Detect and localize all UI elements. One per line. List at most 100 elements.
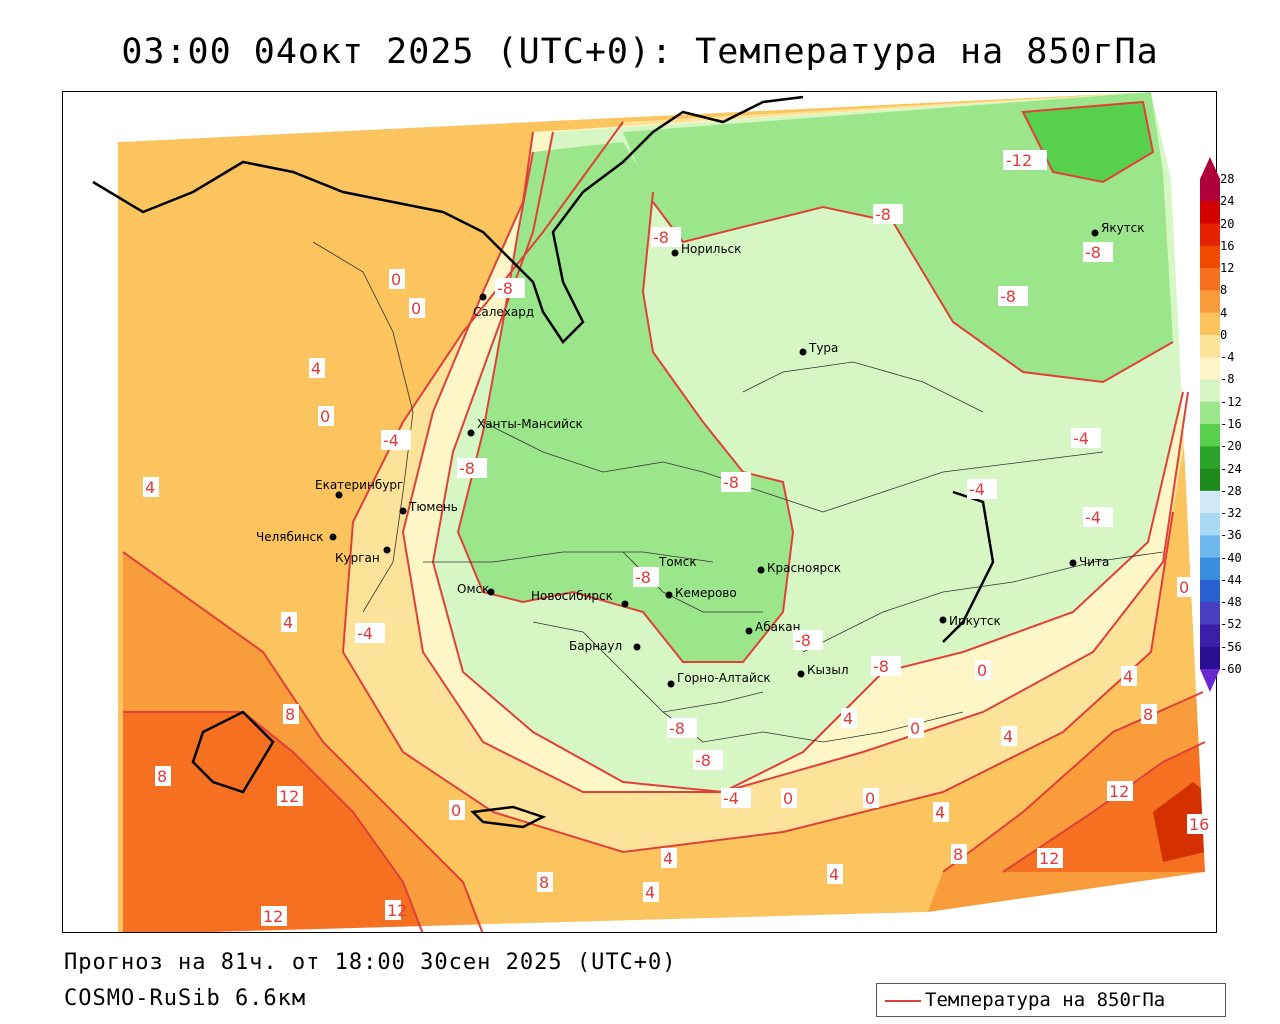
colorbar-tick-label: 0 — [1220, 327, 1228, 342]
colorbar-tick-label: -32 — [1220, 506, 1242, 521]
colorbar-swatch — [1200, 312, 1220, 336]
colorbar-swatch — [1200, 401, 1220, 425]
svg-text:4: 4 — [283, 613, 293, 632]
colorbar-tick-label: 28 — [1220, 172, 1235, 186]
zone-minus12 — [1023, 102, 1153, 182]
colorbar-swatch — [1200, 646, 1220, 670]
svg-text:8: 8 — [157, 767, 167, 786]
colorbar-tick-label: -20 — [1220, 439, 1242, 454]
city-label: Челябинск — [256, 530, 323, 544]
city-label: Кызыл — [807, 663, 849, 677]
svg-text:8: 8 — [539, 873, 549, 892]
city-label: Абакан — [755, 620, 800, 634]
city-label: Красноярск — [767, 561, 841, 575]
svg-text:0: 0 — [411, 299, 421, 318]
colorbar-tick-label: -4 — [1220, 350, 1235, 365]
svg-text:0: 0 — [910, 719, 920, 738]
svg-text:-8: -8 — [723, 473, 739, 492]
svg-text:-8: -8 — [669, 719, 685, 738]
colorbar: 28 24 20 16 12 8 4 0 -4 -8 -12 -16 -20 -24 -28 -32 -36 -4… — [1200, 157, 1270, 692]
city-label: Салехард — [473, 305, 534, 319]
colorbar-tick-label: -36 — [1220, 528, 1242, 543]
city-label: Иркутск — [949, 614, 1001, 628]
colorbar-tick-label: -28 — [1220, 483, 1242, 498]
svg-text:4: 4 — [829, 865, 839, 884]
colorbar-swatch — [1200, 557, 1220, 581]
svg-text:-8: -8 — [873, 657, 889, 676]
svg-text:4: 4 — [311, 359, 321, 378]
svg-text:8: 8 — [1143, 705, 1153, 724]
forecast-info: Прогноз на 81ч. от 18:00 30сен 2025 (UTC… — [64, 950, 677, 975]
isotherms — [122, 100, 1206, 932]
outside-domain-s — [209, 872, 1216, 932]
model-name: COSMO-RuSib 6.6км — [64, 986, 307, 1011]
colorbar-swatch — [1200, 535, 1220, 559]
colorbar-swatch — [1200, 290, 1220, 314]
colorbar-tick-label: 20 — [1220, 216, 1235, 231]
city-label: Омск — [457, 582, 489, 596]
colorbar-bottom-arrow — [1200, 669, 1220, 692]
svg-text:-8: -8 — [795, 631, 811, 650]
svg-text:0: 0 — [977, 661, 987, 680]
colorbar-tick-label: -60 — [1220, 662, 1242, 676]
colorbar-swatch — [1200, 357, 1220, 380]
svg-text:0: 0 — [1179, 578, 1189, 597]
colorbar-tick-label: 8 — [1220, 283, 1228, 298]
zone-minus8-west — [458, 142, 793, 662]
colorbar-swatch — [1200, 334, 1220, 358]
svg-text:4: 4 — [645, 883, 655, 902]
city-label: Горно-Алтайск — [677, 671, 771, 685]
colorbar-swatch — [1200, 624, 1220, 648]
colorbar-tick-label: -8 — [1220, 372, 1235, 387]
colorbar-swatch — [1200, 223, 1220, 247]
outside-domain-ne — [1151, 92, 1216, 925]
colorbar-tick-label: -48 — [1220, 595, 1242, 610]
city-label: Кемерово — [675, 586, 737, 600]
svg-text:-8: -8 — [497, 279, 513, 298]
svg-text:12: 12 — [1039, 849, 1059, 868]
colorbar-swatch — [1200, 579, 1220, 603]
svg-text:-12: -12 — [1006, 151, 1032, 170]
svg-text:-4: -4 — [383, 431, 399, 450]
legend-line-swatch — [885, 1000, 921, 1002]
svg-text:4: 4 — [145, 478, 155, 497]
svg-text:-8: -8 — [459, 459, 475, 478]
svg-text:-4: -4 — [1073, 429, 1089, 448]
colorbar-swatch — [1200, 424, 1220, 447]
colorbar-tick-label: 4 — [1220, 305, 1228, 320]
svg-text:0: 0 — [391, 270, 401, 289]
map-title: 03:00 04окт 2025 (UTC+0): Температура на… — [121, 32, 1159, 72]
city-label: Новосибирск — [531, 589, 613, 603]
city-label: Ханты-Мансийск — [477, 417, 583, 431]
svg-text:12: 12 — [1109, 782, 1129, 801]
city-label: Якутск — [1101, 221, 1145, 235]
colorbar-tick-label: -52 — [1220, 617, 1242, 632]
city-label: Курган — [335, 551, 380, 565]
isotherm-labels: -12 -8 -8 -8 -8 -8 -8 -8 -8 -8 -8 -8 -8 … — [143, 150, 1213, 926]
colorbar-top-arrow — [1200, 157, 1220, 179]
colorbar-swatch — [1200, 446, 1220, 470]
svg-text:4: 4 — [663, 849, 673, 868]
svg-text:12: 12 — [387, 901, 407, 920]
colorbar-tick-label: -16 — [1220, 417, 1242, 431]
svg-text:0: 0 — [865, 789, 875, 808]
colorbar-swatch — [1200, 602, 1220, 625]
city-label: Норильск — [681, 242, 741, 256]
zone-plus16-se — [1153, 782, 1205, 862]
city-markers: Норильск Салехард Тура Якутск Ханты-Манс… — [256, 221, 1145, 688]
city-label: Томск — [658, 555, 697, 569]
colorbar-tick-label: -24 — [1220, 461, 1242, 476]
svg-text:0: 0 — [320, 407, 330, 426]
svg-text:4: 4 — [1123, 667, 1133, 686]
legend-label: Температура на 850гПа — [925, 989, 1166, 1011]
svg-text:-4: -4 — [357, 624, 373, 643]
svg-text:4: 4 — [843, 709, 853, 728]
colorbar-tick-label: 16 — [1220, 238, 1235, 253]
svg-text:0: 0 — [451, 801, 461, 820]
colorbar-swatch — [1200, 513, 1220, 536]
colorbar-swatch — [1200, 468, 1220, 492]
svg-text:-8: -8 — [1000, 287, 1016, 306]
map-canvas: Норильск Салехард Тура Якутск Ханты-Манс… — [63, 92, 1216, 932]
city-label: Екатеринбург — [315, 478, 403, 492]
colorbar-tick-label: -40 — [1220, 550, 1242, 565]
